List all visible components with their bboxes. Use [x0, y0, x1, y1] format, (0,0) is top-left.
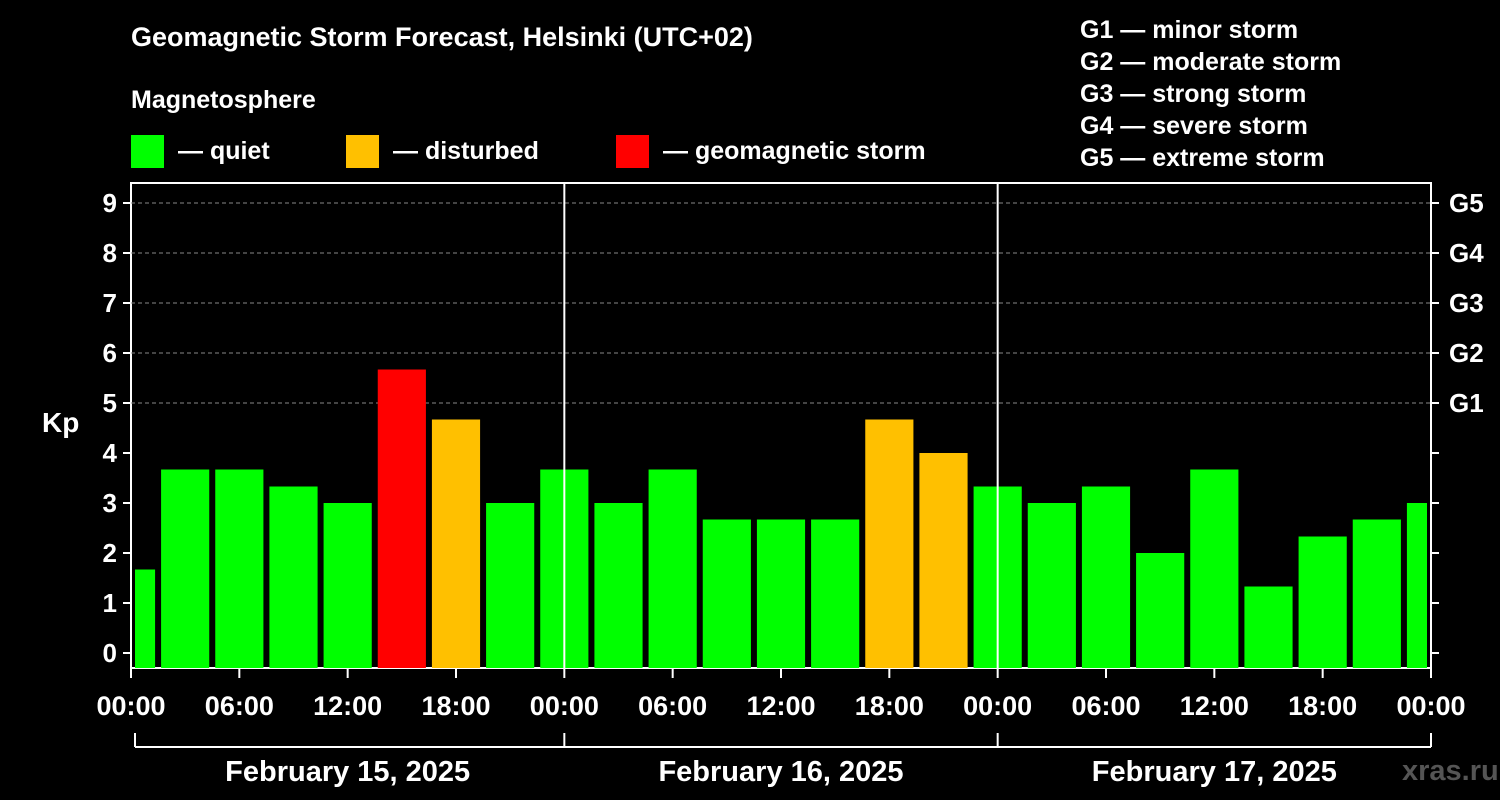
kp-bar	[161, 469, 210, 668]
x-tick-label: 00:00	[530, 691, 599, 721]
x-tick-label: 18:00	[1288, 691, 1357, 721]
kp-bar	[919, 453, 968, 668]
y-tick-label: 2	[103, 538, 117, 568]
legend-item-disturbed: — disturbed	[346, 134, 539, 168]
x-tick-label: 12:00	[1180, 691, 1249, 721]
y-tick-label: 9	[103, 188, 117, 218]
y-tick-label: 3	[103, 488, 117, 518]
kp-bar	[1027, 503, 1076, 668]
legend-swatch-storm	[616, 134, 649, 168]
g-scale-legend: G1 — minor storm G2 — moderate storm G3 …	[1080, 14, 1341, 174]
legend-label-disturbed: — disturbed	[393, 136, 539, 165]
legend-swatch-quiet	[131, 134, 164, 168]
kp-bar	[269, 486, 318, 668]
kp-bar	[648, 469, 697, 668]
y-tick-label: 6	[103, 338, 117, 368]
g-level-label: G3	[1449, 288, 1484, 318]
g-scale-item: G2 — moderate storm	[1080, 48, 1342, 76]
x-tick-label: 18:00	[855, 691, 924, 721]
day-label: February 16, 2025	[658, 756, 903, 788]
kp-bar	[1244, 586, 1293, 668]
y-tick-label: 5	[103, 388, 117, 418]
day-label: February 15, 2025	[225, 756, 470, 788]
kp-bar	[702, 519, 751, 668]
kp-bar	[1081, 486, 1131, 668]
x-tick-label: 00:00	[96, 691, 165, 721]
kp-bar	[594, 503, 643, 668]
legend-subtitle: Magnetosphere	[131, 86, 316, 114]
g-scale-item: G3 — strong storm	[1080, 80, 1307, 108]
chart-title: Geomagnetic Storm Forecast, Helsinki (UT…	[131, 22, 753, 52]
g-level-label: G5	[1449, 188, 1484, 218]
kp-bar	[323, 503, 372, 668]
legend-swatch-disturbed	[346, 134, 379, 168]
g-scale-item: G5 — extreme storm	[1080, 144, 1325, 172]
y-tick-label: 7	[103, 288, 117, 318]
legend-label-storm: — geomagnetic storm	[663, 136, 926, 165]
legend-item-storm: — geomagnetic storm	[616, 134, 926, 168]
kp-bar	[1406, 503, 1427, 668]
kp-bar	[1136, 553, 1185, 668]
legend-label-quiet: — quiet	[178, 136, 270, 165]
kp-bar	[811, 519, 860, 668]
kp-bar	[377, 369, 426, 668]
g-level-label: G4	[1449, 238, 1484, 268]
kp-bar	[215, 469, 264, 668]
x-tick-label: 06:00	[638, 691, 707, 721]
x-tick-label: 12:00	[313, 691, 382, 721]
kp-bar	[1190, 469, 1239, 668]
x-tick-label: 06:00	[205, 691, 274, 721]
kp-bar	[1352, 519, 1401, 668]
kp-bar	[756, 519, 806, 668]
y-tick-label: 1	[103, 588, 117, 618]
x-tick-label: 00:00	[1396, 691, 1465, 721]
y-axis-label: Kp	[42, 407, 79, 438]
x-tick-label: 18:00	[421, 691, 490, 721]
kp-bar	[431, 419, 481, 668]
kp-bar	[1298, 536, 1347, 668]
y-tick-label: 8	[103, 238, 117, 268]
watermark: xras.ru	[1402, 755, 1499, 787]
y-tick-label: 0	[103, 638, 117, 668]
kp-bar	[135, 569, 156, 668]
g-level-label: G1	[1449, 388, 1484, 418]
g-scale-item: G1 — minor storm	[1080, 16, 1299, 44]
legend-item-quiet: — quiet	[131, 134, 270, 168]
x-tick-label: 00:00	[963, 691, 1032, 721]
y-tick-label: 4	[103, 438, 118, 468]
x-tick-label: 12:00	[746, 691, 815, 721]
day-label: February 17, 2025	[1092, 756, 1337, 788]
kp-bar	[865, 419, 914, 668]
g-level-label: G2	[1449, 338, 1484, 368]
g-scale-item: G4 — severe storm	[1080, 112, 1308, 140]
x-tick-label: 06:00	[1071, 691, 1140, 721]
kp-bar	[486, 503, 535, 668]
